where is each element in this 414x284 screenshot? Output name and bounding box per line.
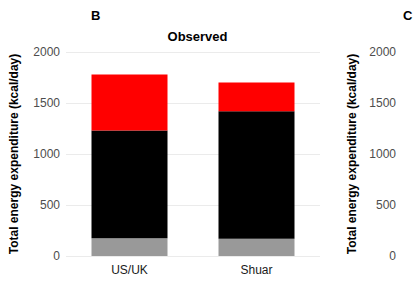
svg-text:US/UK: US/UK [111,263,148,277]
svg-text:B: B [91,8,100,23]
svg-text:0: 0 [53,249,60,263]
svg-text:Observed: Observed [168,29,228,44]
svg-text:500: 500 [40,198,60,212]
svg-text:1500: 1500 [33,96,60,110]
svg-text:C: C [403,8,413,23]
svg-text:Total energy expenditure (kcal: Total energy expenditure (kcal/day) [7,54,21,255]
svg-text:0: 0 [389,249,396,263]
svg-text:1000: 1000 [369,147,396,161]
svg-text:Total energy expenditure (kcal: Total energy expenditure (kcal/day) [345,54,359,255]
svg-text:1000: 1000 [33,147,60,161]
svg-text:500: 500 [376,198,396,212]
svg-text:Shuar: Shuar [240,263,272,277]
svg-text:2000: 2000 [369,45,396,59]
svg-text:1500: 1500 [369,96,396,110]
svg-text:2000: 2000 [33,45,60,59]
